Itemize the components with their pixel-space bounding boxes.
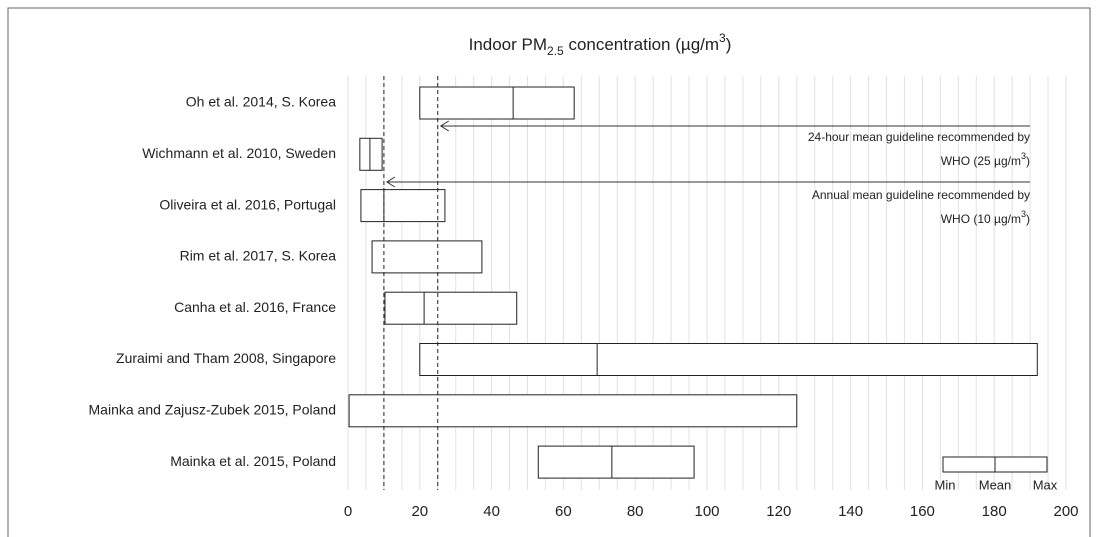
legend-label: Mean: [979, 477, 1012, 492]
range-box: [419, 86, 575, 120]
annotation-end: ): [1026, 154, 1030, 168]
annotation-sup: 3: [1021, 151, 1026, 161]
annotation-text: WHO (10 µg/m3): [941, 209, 1030, 226]
annotation-text: 24-hour mean guideline recommended by: [808, 130, 1030, 144]
category-label: Zuraimi and Tham 2008, Singapore: [116, 350, 336, 366]
range-box: [371, 240, 483, 274]
title-rest: concentration (µg/m: [564, 35, 719, 54]
chart-title: Indoor PM2.5 concentration (µg/m3): [469, 31, 732, 58]
range-box: [360, 189, 446, 223]
title-sub: 2.5: [547, 44, 564, 58]
arrow-head: [385, 176, 396, 188]
range-box: [348, 394, 798, 428]
x-tick-label: 160: [910, 503, 935, 520]
x-tick-label: 40: [483, 503, 500, 520]
annotation-who: WHO (25 µg/m: [941, 154, 1021, 168]
x-tick-label: 180: [982, 503, 1007, 520]
title-sup: 3: [719, 31, 726, 45]
title-text: Indoor PM: [469, 35, 547, 54]
range-box: [384, 291, 518, 325]
legend-label: Max: [1033, 477, 1058, 492]
title-end: ): [726, 35, 732, 54]
x-tick-label: 0: [344, 503, 352, 520]
category-label: Mainka and Zajusz-Zubek 2015, Poland: [89, 402, 336, 418]
arrow-head: [439, 120, 450, 132]
range-box: [537, 445, 695, 479]
x-tick-label: 120: [766, 503, 791, 520]
category-label: Canha et al. 2016, France: [174, 299, 336, 315]
panel-border: [7, 7, 1091, 537]
annotation-end: ): [1026, 212, 1030, 226]
annotation-text: WHO (25 µg/m3): [941, 151, 1030, 168]
category-label: Oliveira et al. 2016, Portugal: [159, 196, 336, 212]
x-tick-label: 100: [694, 503, 719, 520]
x-tick-label: 20: [411, 503, 428, 520]
annotation-text: Annual mean guideline recommended by: [812, 188, 1030, 202]
x-tick-label: 60: [555, 503, 572, 520]
annotation-who: WHO (10 µg/m: [941, 212, 1021, 226]
category-label: Rim et al. 2017, S. Korea: [180, 248, 337, 264]
legend-label: Min: [935, 477, 956, 492]
x-tick-label: 140: [838, 503, 863, 520]
category-label: Wichmann et al. 2010, Sweden: [142, 145, 336, 161]
range-box: [419, 343, 1038, 376]
annotation-sup: 3: [1021, 209, 1026, 219]
x-tick-label: 200: [1053, 503, 1078, 520]
category-label: Mainka et al. 2015, Poland: [170, 453, 336, 469]
category-label: Oh et al. 2014, S. Korea: [186, 94, 336, 110]
range-box: [359, 137, 383, 171]
x-tick-label: 80: [627, 503, 644, 520]
